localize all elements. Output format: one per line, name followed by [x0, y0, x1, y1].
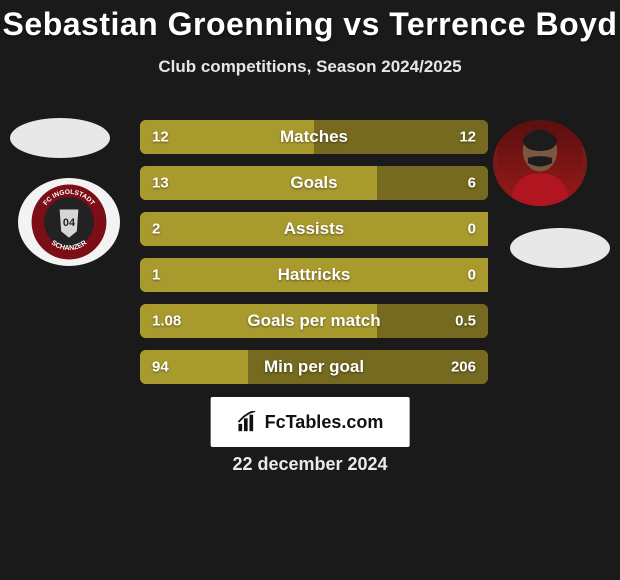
stats-table: 12Matches1213Goals62Assists01Hattricks01… [140, 120, 488, 396]
bar-chart-icon [237, 411, 259, 433]
stat-value-left: 1.08 [152, 313, 181, 330]
player2-photo [493, 120, 587, 206]
stat-value-left: 12 [152, 129, 169, 146]
stat-value-right: 12 [459, 129, 476, 146]
player1-club-badge: FC INGOLSTADT SCHANZER 04 [18, 178, 120, 266]
stat-value-right: 0.5 [455, 313, 476, 330]
page-title: Sebastian Groenning vs Terrence Boyd [0, 6, 620, 43]
stat-value-right: 206 [451, 359, 476, 376]
stat-row: 1 Hattricks 0 [140, 258, 488, 292]
stat-label: Min per goal [264, 357, 364, 377]
stat-label: Goals per match [247, 311, 380, 331]
stat-row: 12 Matches 12 [140, 120, 488, 154]
club-badge-icon: FC INGOLSTADT SCHANZER 04 [30, 183, 108, 261]
stat-value-left: 1 [152, 267, 160, 284]
stat-value-left: 13 [152, 175, 169, 192]
stat-value-left: 2 [152, 221, 160, 238]
stat-value-right: 6 [468, 175, 476, 192]
subtitle: Club competitions, Season 2024/2025 [0, 57, 620, 77]
branding-text: FcTables.com [265, 412, 384, 433]
root: Sebastian Groenning vs Terrence Boyd Clu… [0, 0, 620, 580]
player-portrait-icon [493, 120, 587, 206]
stat-value-right: 0 [468, 221, 476, 238]
player1-placeholder-oval [10, 118, 110, 158]
stat-value-left: 94 [152, 359, 169, 376]
stat-label: Matches [280, 127, 348, 147]
stat-row: 1.08 Goals per match 0.5 [140, 304, 488, 338]
stat-value-right: 0 [468, 267, 476, 284]
stat-row: 94 Min per goal 206 [140, 350, 488, 384]
date-label: 22 december 2024 [0, 454, 620, 475]
branding-badge: FcTables.com [211, 397, 410, 447]
stat-label: Hattricks [278, 265, 351, 285]
stat-label: Assists [284, 219, 344, 239]
stat-fill-left [140, 166, 377, 200]
stat-label: Goals [290, 173, 337, 193]
stat-row: 13 Goals 6 [140, 166, 488, 200]
svg-text:04: 04 [63, 217, 75, 229]
player2-placeholder-oval [510, 228, 610, 268]
stat-row: 2 Assists 0 [140, 212, 488, 246]
